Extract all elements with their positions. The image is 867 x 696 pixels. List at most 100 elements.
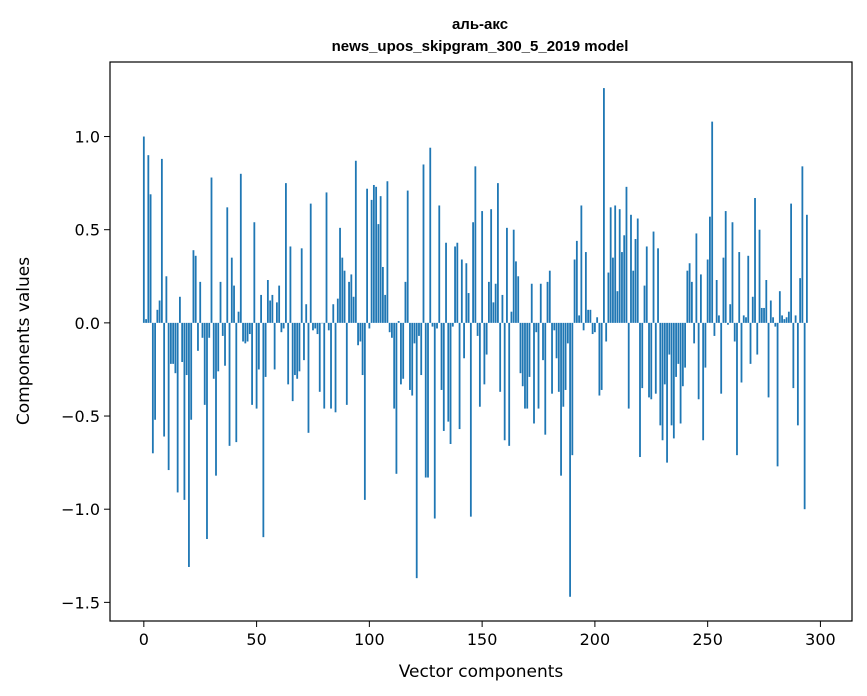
- bar: [354, 160, 357, 323]
- bar: [379, 196, 382, 323]
- bar: [693, 322, 696, 344]
- chart-title-line1: аль-акс: [452, 16, 508, 33]
- bar: [539, 283, 542, 323]
- bar: [415, 322, 418, 579]
- bar: [731, 222, 734, 323]
- bar: [733, 322, 736, 342]
- bar: [406, 190, 409, 323]
- bar: [718, 315, 720, 323]
- bar: [445, 242, 447, 323]
- bar: [465, 263, 468, 323]
- bar: [334, 322, 337, 413]
- bar: [438, 205, 441, 323]
- bar: [368, 322, 371, 329]
- bar: [341, 257, 344, 323]
- bar: [769, 300, 772, 323]
- bar: [287, 322, 290, 385]
- bar: [616, 291, 619, 323]
- plot-area-frame: [109, 61, 853, 622]
- bar: [745, 317, 747, 323]
- bar: [557, 322, 560, 392]
- bar: [339, 227, 341, 323]
- bar: [275, 302, 278, 323]
- bar: [436, 322, 438, 329]
- bar: [478, 322, 481, 407]
- bar: [160, 158, 163, 323]
- bar: [612, 257, 614, 323]
- bar: [544, 322, 547, 435]
- bar: [197, 322, 199, 351]
- bar: [492, 302, 495, 323]
- bar: [643, 285, 646, 323]
- bar: [273, 322, 276, 370]
- bar: [255, 322, 258, 409]
- bar: [607, 272, 610, 323]
- bar: [291, 322, 294, 402]
- bar: [584, 252, 587, 323]
- bar: [772, 317, 774, 323]
- bar: [278, 285, 281, 323]
- bar: [760, 307, 763, 323]
- bar: [521, 322, 524, 387]
- bar: [271, 294, 274, 323]
- bar: [194, 255, 197, 323]
- x-axis-label: Vector components: [399, 662, 564, 682]
- bar: [566, 322, 569, 344]
- bar: [499, 322, 502, 392]
- bar: [330, 322, 332, 409]
- bar: [309, 203, 312, 323]
- bar: [391, 322, 393, 338]
- bar: [269, 300, 272, 323]
- x-tick-label: 0: [139, 630, 149, 649]
- bar: [449, 322, 452, 444]
- bar: [239, 173, 242, 323]
- bar: [176, 322, 179, 493]
- bar: [327, 322, 330, 331]
- bar: [422, 164, 425, 323]
- bar: [618, 209, 621, 323]
- bar: [702, 322, 705, 441]
- bar: [738, 252, 741, 323]
- y-tick-label: 0.5: [75, 221, 100, 240]
- x-axis-ticks: 0 50 100 150 200 250 300: [139, 621, 836, 649]
- bar: [305, 304, 308, 323]
- bar: [639, 322, 641, 458]
- bar: [203, 322, 206, 405]
- bar: [636, 218, 639, 323]
- bar: [578, 315, 580, 323]
- bar: [372, 184, 375, 323]
- bar: [729, 304, 732, 323]
- bar: [510, 311, 513, 323]
- bar: [413, 322, 416, 344]
- bar: [790, 203, 792, 323]
- bar: [345, 322, 348, 405]
- bar: [560, 322, 562, 476]
- bar: [591, 322, 594, 335]
- bar: [384, 294, 387, 323]
- bar: [149, 194, 152, 323]
- bar: [715, 280, 718, 323]
- bar: [600, 322, 603, 390]
- bar: [318, 322, 321, 392]
- bar: [630, 214, 632, 323]
- bar: [312, 322, 314, 331]
- bar: [758, 229, 761, 323]
- bar: [720, 322, 723, 394]
- bar: [375, 186, 378, 323]
- bar: [481, 211, 484, 323]
- bar: [569, 322, 571, 597]
- bar: [675, 322, 677, 377]
- bar: [352, 296, 355, 323]
- bar: [377, 224, 380, 323]
- y-tick-label: −0.5: [61, 407, 100, 426]
- bar: [294, 322, 296, 376]
- bar: [621, 252, 623, 323]
- bar: [217, 322, 220, 372]
- x-tick-label: 50: [246, 630, 266, 649]
- bar: [228, 322, 231, 446]
- bar: [562, 322, 565, 407]
- bar: [787, 311, 790, 323]
- bar: [237, 311, 240, 323]
- bar: [246, 322, 249, 342]
- bar: [325, 192, 328, 323]
